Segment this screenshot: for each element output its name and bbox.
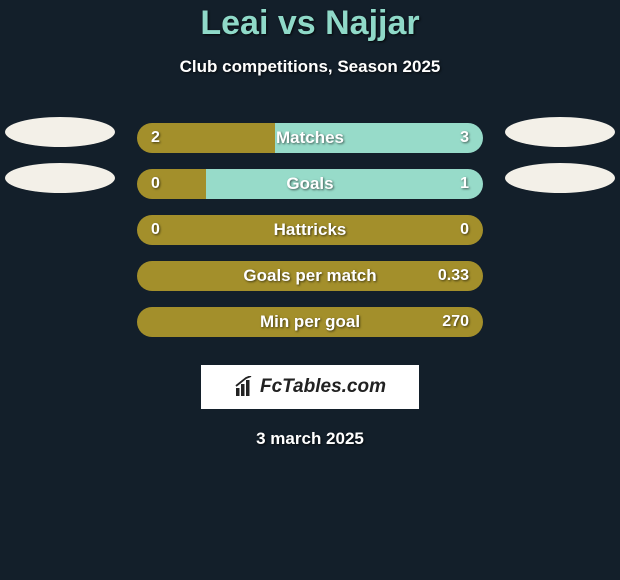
stat-value-right: 0.33 [438,261,469,291]
stat-bar: Hattricks0 0 [137,215,483,245]
subtitle: Club competitions, Season 2025 [0,57,620,77]
stat-value-left: 0 [151,215,160,245]
stats-list: Matches23Goals01Hattricks00Goals per mat… [0,115,620,345]
team-badge-left [5,163,115,193]
brand-text: FcTables.com [260,376,386,398]
stat-row: Goals0 1 [0,161,620,207]
stat-value-right: 3 [460,123,469,153]
stat-bar: Min per goal270 [137,307,483,337]
stat-value-right: 0 [460,215,469,245]
stat-bar: Matches2 3 [137,123,483,153]
stat-row: Goals per match0.33 [0,253,620,299]
date-label: 3 march 2025 [0,429,620,449]
stat-row: Matches2 3 [0,115,620,161]
brand-box[interactable]: FcTables.com [201,365,419,409]
team-badge-right [505,163,615,193]
stat-value-right: 1 [460,169,469,199]
stat-label: Min per goal [137,307,483,337]
stats-widget: Leai vs Najjar Club competitions, Season… [0,0,620,449]
stat-value-right: 270 [442,307,469,337]
stat-bar: Goals per match0.33 [137,261,483,291]
stat-value-left: 0 [151,169,160,199]
stat-label: Hattricks [137,215,483,245]
stat-label: Goals [137,169,483,199]
team-badge-right [505,117,615,147]
team-badge-left [5,117,115,147]
stat-value-left: 2 [151,123,160,153]
stat-row: Min per goal270 [0,299,620,345]
bar-chart-icon [234,376,256,398]
stat-label: Goals per match [137,261,483,291]
stat-label: Matches [137,123,483,153]
stat-bar: Goals0 1 [137,169,483,199]
page-title: Leai vs Najjar [0,4,620,43]
stat-row: Hattricks0 0 [0,207,620,253]
